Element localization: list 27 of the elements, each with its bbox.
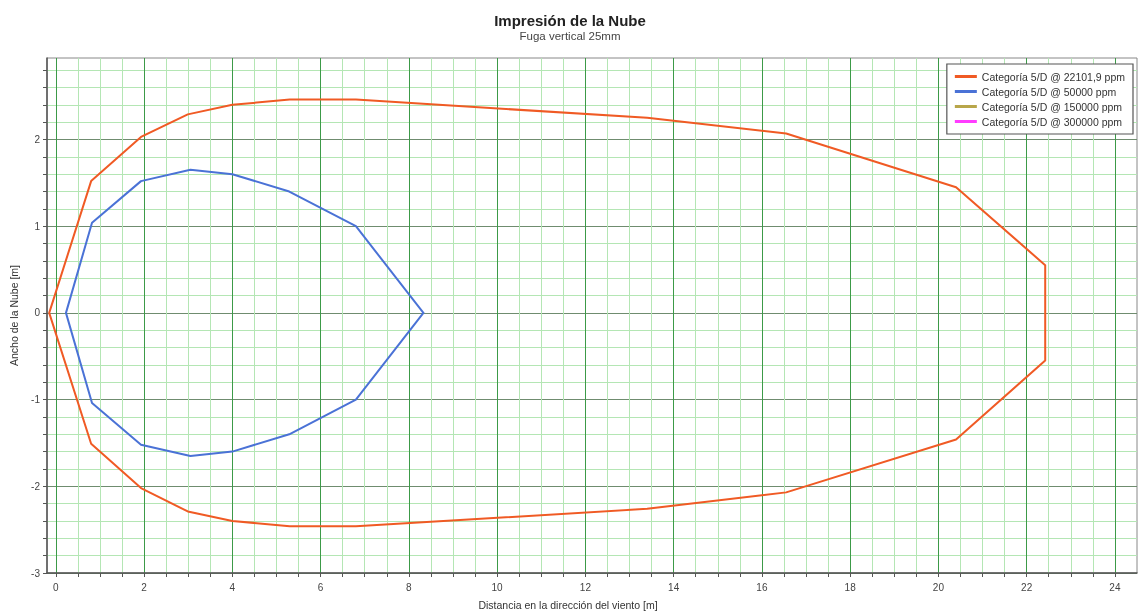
y-tick-label: -2 <box>31 480 41 492</box>
chart-title: Impresión de la Nube <box>494 12 646 29</box>
x-tick-label: 4 <box>229 581 236 593</box>
x-tick-label: 8 <box>406 581 413 593</box>
y-tick-label: -1 <box>31 394 41 406</box>
legend-label: Categoría 5/D @ 300000 ppm <box>981 115 1123 128</box>
legend-label: Categoría 5/D @ 150000 ppm <box>981 100 1123 113</box>
y-tick-label: 2 <box>34 134 41 145</box>
x-tick-label: 16 <box>756 581 768 593</box>
x-tick-label: 18 <box>844 581 857 593</box>
x-tick-label: 2 <box>141 581 148 593</box>
x-tick-label: 6 <box>317 581 324 593</box>
y-tick-label: 1 <box>34 220 41 232</box>
x-tick-label: 22 <box>1021 581 1033 593</box>
x-tick-label: 24 <box>1109 581 1121 593</box>
y-tick-label: 0 <box>34 307 41 319</box>
x-tick-label: 10 <box>491 581 504 593</box>
x-tick-label: 14 <box>668 581 680 593</box>
legend-label: Categoría 5/D @ 22101,9 ppm <box>981 70 1126 83</box>
x-tick-label: 0 <box>53 581 60 593</box>
y-tick-label: -3 <box>31 567 41 579</box>
x-axis-title: Distancia en la dirección del viento [m] <box>478 598 658 611</box>
x-tick-label: 12 <box>579 581 592 593</box>
chart-subtitle: Fuga vertical 25mm <box>519 30 621 42</box>
legend-label: Categoría 5/D @ 50000 ppm <box>981 85 1117 98</box>
x-tick-label: 20 <box>932 581 945 593</box>
y-axis-title: Ancho de la Nube [m] <box>7 264 20 366</box>
